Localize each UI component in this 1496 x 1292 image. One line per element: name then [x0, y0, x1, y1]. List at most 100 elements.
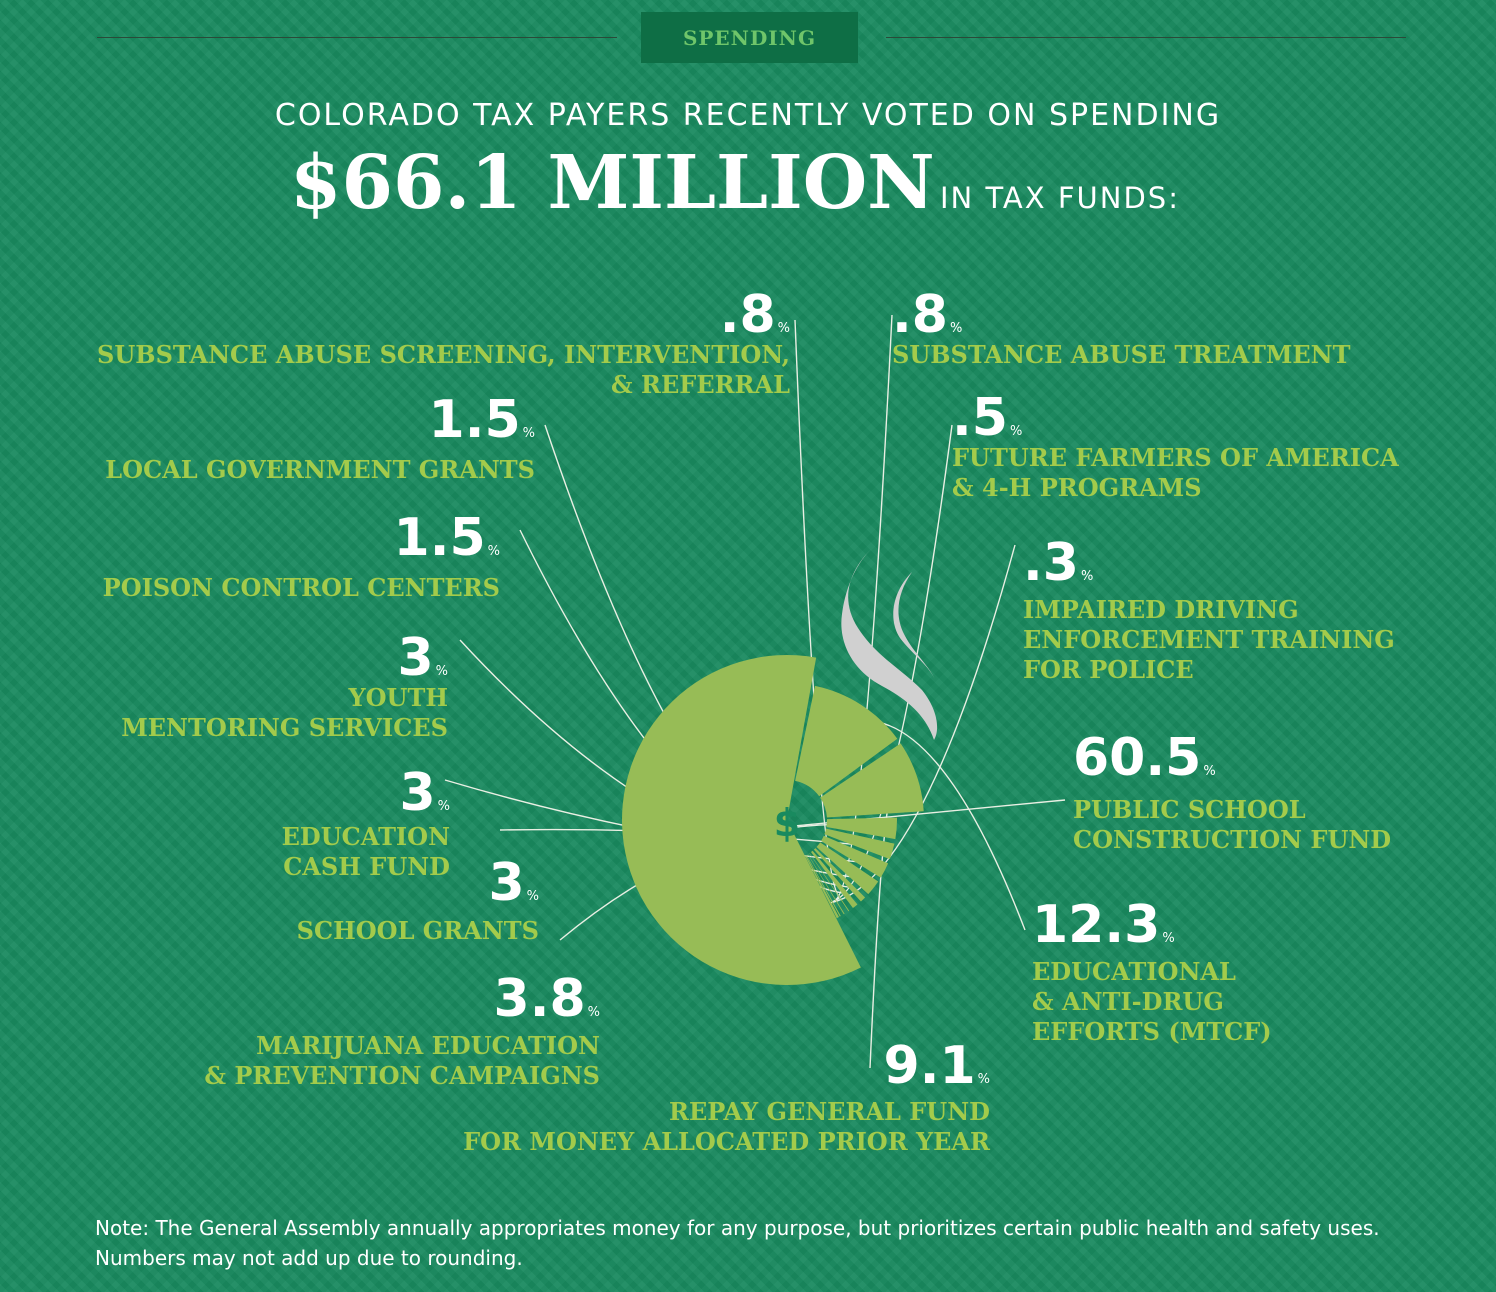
value-number: .3 — [1023, 533, 1079, 593]
category-label-line: YOUTH — [348, 683, 448, 712]
category-label-line: IMPAIRED DRIVING — [1023, 595, 1299, 624]
header-rule-right — [886, 37, 1406, 38]
percent-unit: % — [1009, 424, 1023, 439]
percent-unit: % — [977, 1072, 990, 1087]
footnote: Note: The General Assembly annually appr… — [95, 1216, 1380, 1270]
category-label-line: SUBSTANCE ABUSE TREATMENT — [892, 340, 1351, 369]
amount: $66.1 MILLION — [290, 140, 935, 226]
percent-unit: % — [1203, 764, 1216, 779]
amount-suffix: IN TAX FUNDS: — [940, 181, 1180, 215]
value-label: 3% — [488, 855, 539, 925]
percent-unit: % — [435, 664, 448, 679]
percent-unit: % — [526, 889, 539, 904]
category-label-line: SCHOOL GRANTS — [296, 916, 539, 945]
value-label: .8% — [892, 287, 962, 357]
category-label: IMPAIRED DRIVING ENFORCEMENT TRAINING FOR … — [1023, 595, 1395, 685]
value-number: 3.8 — [493, 969, 586, 1029]
value-number: 1.5 — [393, 508, 486, 568]
value-label: 1.5% — [394, 510, 500, 580]
category-label: SUBSTANCE ABUSE SCREENING, INTERVENTION,… — [97, 340, 790, 400]
category-label: LOCAL GOVERNMENT GRANTS — [105, 455, 535, 485]
pie-slice — [809, 852, 850, 912]
pie-slice — [813, 848, 866, 902]
header-rule-left — [97, 37, 617, 38]
value-label: 3.8% — [494, 971, 600, 1041]
category-label-line: REPAY GENERAL FUND — [669, 1097, 990, 1126]
category-label-line: CONSTRUCTION FUND — [1073, 825, 1392, 854]
pie-slice — [806, 854, 841, 917]
category-label-line: FUTURE FARMERS OF AMERICA — [952, 443, 1399, 472]
category-label: YOUTH MENTORING SERVICES — [121, 683, 448, 743]
category-label-line: SUBSTANCE ABUSE SCREENING, INTERVENTION, — [97, 340, 790, 369]
pie-slice — [805, 855, 839, 919]
category-label: SCHOOL GRANTS — [297, 916, 539, 946]
dollar-icon: $ — [774, 801, 800, 845]
category-label-line: FOR POLICE — [1023, 655, 1194, 684]
category-label: EDUCATION CASH FUND — [282, 822, 450, 882]
category-label: POISON CONTROL CENTERS — [103, 573, 500, 603]
category-label: EDUCATIONAL & ANTI-DRUG EFFORTS (MTCF) — [1032, 957, 1272, 1047]
category-label-line: & PREVENTION CAMPAIGNS — [204, 1061, 600, 1090]
category-label-line: & 4-H PROGRAMS — [952, 473, 1202, 502]
category-label-line: MENTORING SERVICES — [121, 713, 448, 742]
smoke-icon — [841, 548, 938, 740]
headline: COLORADO TAX PAYERS RECENTLY VOTED ON SP… — [274, 98, 1222, 133]
value-label: 3% — [399, 765, 450, 835]
percent-unit: % — [487, 544, 500, 559]
percent-unit: % — [587, 1005, 600, 1020]
percent-unit: % — [437, 799, 450, 814]
pie-slice — [621, 654, 861, 986]
value-number: .8 — [719, 285, 776, 345]
category-label-line: CASH FUND — [283, 852, 450, 881]
pie-slice — [795, 685, 898, 797]
pie-slices — [621, 654, 924, 986]
value-number: .5 — [952, 388, 1008, 448]
category-label-line: FOR MONEY ALLOCATED PRIOR YEAR — [463, 1127, 990, 1156]
category-label-line: EDUCATIONAL — [1032, 957, 1236, 986]
percent-unit: % — [1162, 931, 1175, 946]
value-label: 12.3% — [1032, 897, 1175, 967]
category-label: SUBSTANCE ABUSE TREATMENT — [892, 340, 1350, 370]
category-label-line: MARIJUANA EDUCATION — [256, 1031, 600, 1060]
pie-slice — [820, 743, 924, 818]
pie-slice — [810, 850, 858, 909]
category-label: FUTURE FARMERS OF AMERICA & 4-H PROGRAMS — [952, 443, 1399, 503]
category-label-line: EFFORTS (MTCF) — [1032, 1017, 1272, 1046]
value-label: 1.5% — [429, 392, 535, 462]
value-number: 60.5 — [1073, 728, 1202, 788]
value-number: 12.3 — [1032, 895, 1161, 955]
pie-slice — [826, 817, 897, 840]
pie-slice — [821, 835, 889, 878]
value-label: 3% — [397, 630, 448, 700]
category-label: REPAY GENERAL FUND FOR MONEY ALLOCATED PR… — [463, 1097, 990, 1157]
pie-slice — [816, 842, 879, 895]
value-label: .3% — [1023, 535, 1093, 605]
value-label: 9.1% — [884, 1038, 990, 1108]
percent-unit: % — [522, 426, 535, 441]
value-number: 3 — [488, 853, 525, 913]
value-number: .8 — [892, 285, 948, 345]
percent-unit: % — [777, 321, 790, 336]
section-badge: SPENDING — [641, 12, 858, 63]
category-label-line: POISON CONTROL CENTERS — [102, 573, 500, 602]
category-label: MARIJUANA EDUCATION & PREVENTION CAMPAIGN… — [204, 1031, 600, 1091]
value-label: .8% — [720, 287, 790, 357]
category-label-line: ENFORCEMENT TRAINING — [1023, 625, 1395, 654]
category-label-line: PUBLIC SCHOOL — [1073, 795, 1306, 824]
value-number: 9.1 — [883, 1036, 976, 1096]
percent-unit: % — [1080, 569, 1094, 584]
category-label-line: EDUCATION — [281, 822, 450, 851]
percent-unit: % — [949, 321, 963, 336]
category-label-line: LOCAL GOVERNMENT GRANTS — [105, 455, 535, 484]
value-label: .5% — [952, 390, 1022, 460]
category-label: PUBLIC SCHOOL CONSTRUCTION FUND — [1073, 795, 1391, 855]
value-number: 3 — [399, 763, 436, 823]
value-label: 60.5% — [1073, 730, 1216, 800]
value-number: 1.5 — [428, 390, 521, 450]
pie-slice — [824, 828, 895, 860]
category-label-line: & REFERRAL — [611, 370, 790, 399]
category-label-line: & ANTI-DRUG — [1032, 987, 1224, 1016]
value-number: 3 — [397, 628, 434, 688]
pie-slice — [807, 854, 845, 915]
